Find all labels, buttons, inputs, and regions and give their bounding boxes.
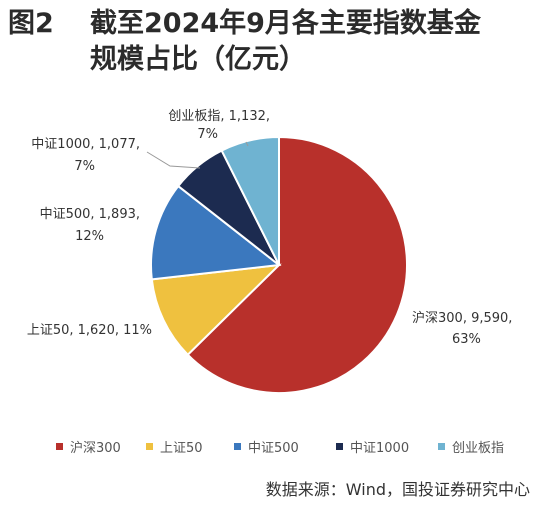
legend-label-hs300: 沪深300 [70,440,121,456]
leader-line-zz1000 [146,151,201,169]
slice-label-hs300: 沪深300, 9,590, [412,310,512,326]
legend: 沪深300 上证50 中证500 中证1000 创业板指 [56,440,504,456]
leader-line-cybz [245,141,249,147]
source-note: 数据来源：Wind，国投证券研究中心 [265,480,530,499]
slice-label-zz500-percent: 12% [75,229,104,244]
legend-label-zz1000: 中证1000 [350,441,409,456]
pie-slice-cybz [220,135,280,266]
pie-slice-sz50 [150,263,282,357]
title-line-2: 规模占比（亿元） [90,44,306,75]
slice-label-zz1000-percent: 7% [74,159,95,174]
legend-swatch-cybz [438,443,445,450]
figure-number: 图2 [8,8,54,39]
legend-swatch-sz50 [146,443,153,450]
legend-swatch-zz500 [234,443,241,450]
slice-label-zz1000: 中证1000, 1,077, [31,137,140,152]
legend-label-sz50: 上证50 [160,441,203,456]
pie-slices [150,135,408,394]
slice-label-zz500: 中证500, 1,893, [40,207,140,222]
legend-swatch-hs300 [56,443,63,450]
slice-label-sz50: 上证50, 1,620, 11% [27,323,152,338]
label-leader-lines [146,141,249,169]
chart-title: 图2 截至2024年9月各主要指数基金 规模占比（亿元） [8,6,481,78]
slice-label-cybz: 创业板指, 1,132, [168,109,270,124]
pie-slice-hs300 [186,135,408,394]
pie-slice-zz500 [150,184,282,281]
slice-labels: 沪深300, 9,590, 63% 上证50, 1,620, 11% 中证500, 1… [27,109,513,347]
legend-label-cybz: 创业板指 [452,441,504,456]
legend-label-zz500: 中证500 [248,441,299,456]
slice-label-hs300-percent: 63% [452,332,481,347]
slice-label-cybz-percent: 7% [197,127,218,142]
legend-swatch-zz1000 [336,443,343,450]
title-line-1: 截至2024年9月各主要指数基金 [90,8,481,39]
